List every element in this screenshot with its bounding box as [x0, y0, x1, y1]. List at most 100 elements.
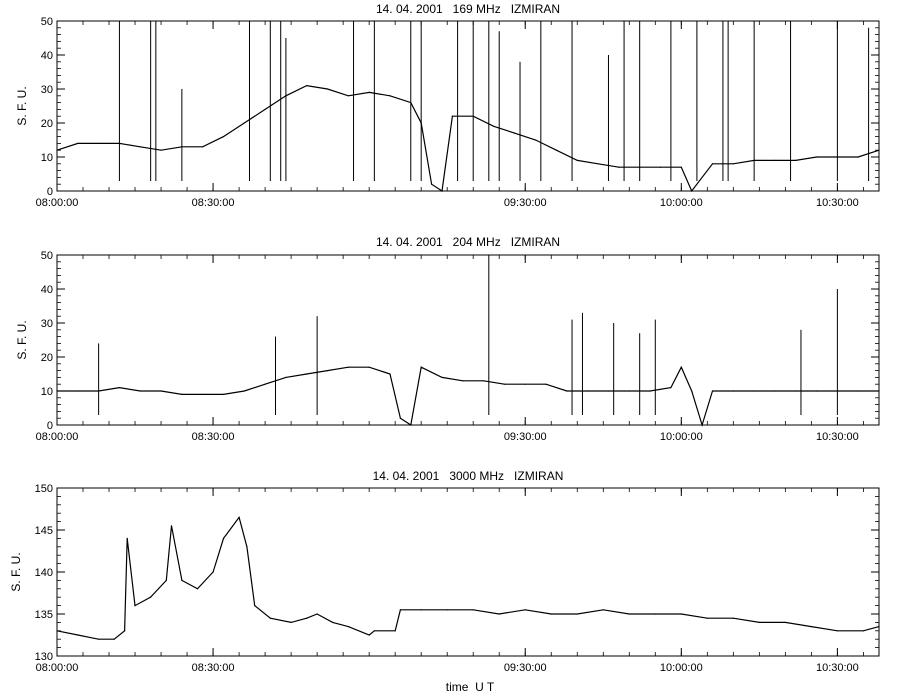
- data-point: [618, 166, 620, 168]
- data-point: [732, 390, 734, 392]
- x-ticks: 08:00:00 08:30:00 09:30:00 10:00:00 10:30:00: [36, 255, 864, 443]
- data-point: [732, 617, 734, 619]
- data-point: [524, 609, 526, 611]
- data-point: [181, 393, 183, 395]
- data-point: [691, 190, 693, 192]
- data-point: [836, 630, 838, 632]
- series-line-0: [57, 365, 879, 428]
- data-point: [815, 390, 818, 392]
- data-point: [410, 424, 412, 426]
- data-point: [306, 373, 308, 375]
- data-point: [732, 163, 734, 165]
- plot-frame: [56, 254, 880, 426]
- data-point: [113, 638, 115, 640]
- y-tick-label: 130: [35, 651, 53, 663]
- y-tick-label: 145: [35, 525, 53, 537]
- y-tick-label: 20: [41, 352, 53, 364]
- data-point: [472, 609, 474, 611]
- y-tick-label: 20: [41, 118, 53, 130]
- data-point: [326, 370, 329, 372]
- series-group: [56, 21, 880, 193]
- data-point: [878, 149, 880, 151]
- data-point: [670, 387, 672, 389]
- data-point: [77, 142, 79, 144]
- y-ticks: 130 135 140 145 150: [35, 483, 879, 663]
- x-tick-label: 10:30:00: [816, 197, 859, 209]
- data-point: [285, 376, 287, 378]
- x-tick-label: 08:00:00: [36, 197, 79, 209]
- data-point: [550, 613, 552, 615]
- data-point: [493, 125, 495, 127]
- data-point: [160, 149, 162, 151]
- data-point: [290, 621, 292, 624]
- x-ticks: 08:00:00 08:30:00 09:30:00 10:00:00 10:30:00: [36, 488, 864, 674]
- data-point: [602, 609, 604, 611]
- data-point: [222, 393, 225, 395]
- data-point: [98, 142, 100, 144]
- data-point: [535, 139, 537, 141]
- data-point: [347, 366, 349, 368]
- data-point: [389, 373, 391, 375]
- data-point: [628, 613, 630, 615]
- data-point: [483, 380, 485, 382]
- data-point: [56, 630, 58, 632]
- data-point: [649, 390, 651, 392]
- data-point: [503, 383, 506, 385]
- data-point: [774, 159, 776, 161]
- x-tick-label: 10:30:00: [816, 431, 859, 443]
- data-point: [316, 613, 318, 615]
- data-point: [795, 390, 797, 392]
- chart-panel-169mhz: 14. 04. 2001 169 MHz IZMIRAN S. F. U. 0 1…: [15, 2, 880, 209]
- data-point: [498, 613, 500, 615]
- data-point: [165, 579, 167, 582]
- data-point: [628, 390, 630, 392]
- data-point: [368, 366, 370, 368]
- data-point: [654, 613, 656, 615]
- data-point: [399, 417, 401, 419]
- data-point: [795, 159, 797, 161]
- data-point: [420, 609, 422, 611]
- data-point: [389, 95, 391, 97]
- data-point: [587, 390, 589, 392]
- y-tick-label: 150: [35, 483, 53, 495]
- data-point: [607, 390, 610, 392]
- data-point: [810, 626, 812, 628]
- data-point: [399, 609, 401, 611]
- data-point: [202, 146, 204, 148]
- data-point: [77, 390, 79, 392]
- series-line-0: [56, 84, 880, 193]
- x-tick-label: 08:00:00: [36, 431, 79, 443]
- x-tick-label: 08:30:00: [192, 431, 235, 443]
- data-point: [238, 516, 240, 519]
- data-point: [124, 630, 126, 632]
- data-point: [514, 132, 516, 134]
- data-point: [118, 387, 121, 389]
- y-tick-label: 0: [47, 420, 53, 432]
- y-axis-label: S. F. U.: [9, 552, 23, 591]
- y-tick-label: 40: [41, 50, 53, 62]
- data-point: [326, 88, 329, 90]
- y-axis-label: S. F. U.: [15, 86, 29, 125]
- data-point: [126, 537, 128, 540]
- data-point: [246, 546, 248, 548]
- data-point: [680, 366, 682, 368]
- data-point: [98, 638, 100, 640]
- x-tick-label: 10:30:00: [816, 662, 859, 674]
- data-point: [555, 149, 558, 151]
- series-group: [56, 255, 880, 428]
- data-point: [462, 380, 464, 382]
- data-point: [368, 634, 370, 636]
- data-point: [243, 122, 245, 124]
- data-point: [576, 159, 578, 161]
- data-point: [347, 626, 349, 628]
- x-tick-label: 08:30:00: [192, 662, 235, 674]
- y-tick-label: 10: [41, 386, 53, 398]
- y-tick-label: 40: [41, 284, 53, 296]
- data-point: [222, 537, 225, 540]
- data-point: [269, 617, 271, 619]
- y-tick-label: 135: [35, 609, 53, 621]
- data-point: [170, 525, 173, 527]
- x-ticks: 08:00:00 08:30:00 09:30:00 10:00:00 10:30:00: [36, 21, 864, 209]
- data-point: [134, 605, 136, 607]
- data-point: [139, 146, 141, 148]
